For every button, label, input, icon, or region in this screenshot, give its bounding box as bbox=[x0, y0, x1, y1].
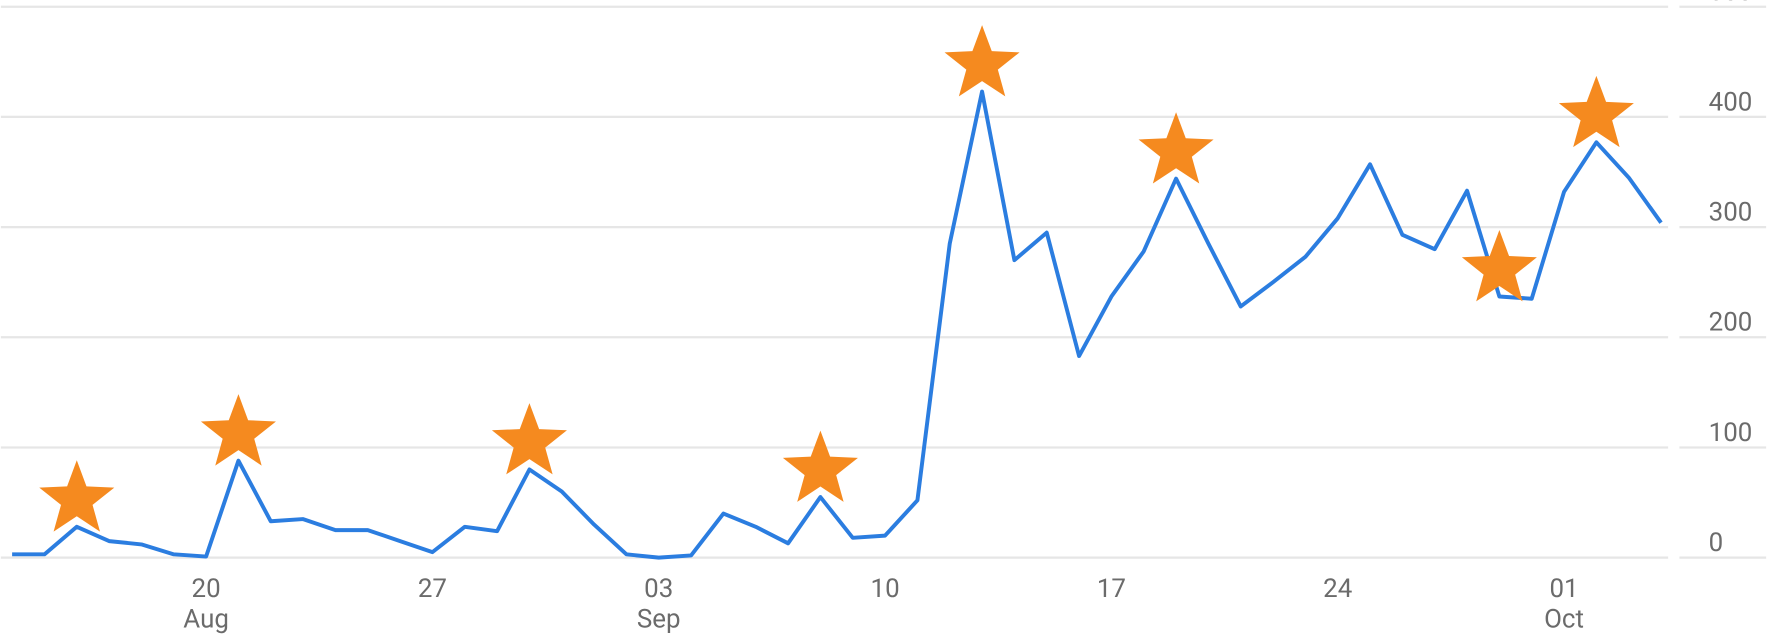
star-marker bbox=[1138, 112, 1214, 184]
x-tick-label: 24 bbox=[1323, 574, 1352, 604]
x-tick-label: 10 bbox=[871, 574, 900, 604]
star-marker bbox=[200, 394, 276, 466]
x-tick-label: 27 bbox=[418, 574, 447, 604]
star-marker bbox=[39, 460, 115, 532]
y-tick-label: 0 bbox=[1709, 528, 1724, 558]
star-marker bbox=[1461, 230, 1537, 302]
y-tick-label: 500 bbox=[1709, 0, 1753, 7]
y-tick-label: 400 bbox=[1709, 87, 1753, 117]
x-tick-label: 03 Sep bbox=[637, 574, 681, 634]
x-tick-label: 17 bbox=[1097, 574, 1126, 604]
y-tick-label: 300 bbox=[1709, 197, 1753, 227]
star-marker bbox=[1558, 75, 1634, 148]
star-marker bbox=[782, 430, 858, 502]
y-tick-label: 100 bbox=[1709, 418, 1753, 448]
data-line bbox=[12, 89, 1663, 560]
x-tick-label: 20 Aug bbox=[183, 574, 229, 634]
star-marker bbox=[944, 25, 1020, 97]
star-marker bbox=[491, 403, 567, 475]
x-tick-label: 01 Oct bbox=[1544, 574, 1584, 634]
y-tick-label: 200 bbox=[1709, 308, 1753, 338]
